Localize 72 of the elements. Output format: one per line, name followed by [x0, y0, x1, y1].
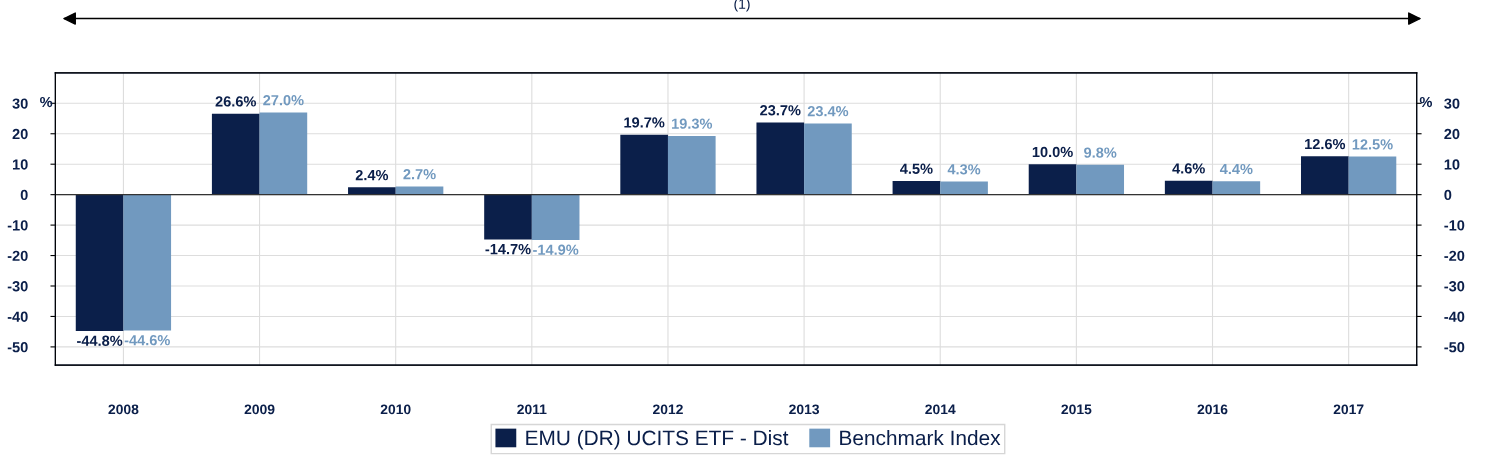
data-label: 9.8%: [1084, 147, 1117, 158]
data-label: 10.0%: [1032, 146, 1073, 158]
bar: [1164, 180, 1213, 195]
bar: [1212, 181, 1261, 195]
y-tick-label: -50: [7, 342, 28, 353]
y2-tick-label: 0: [1444, 189, 1452, 201]
y2-tick-label: -10: [1444, 220, 1465, 231]
y-tick-label: 30: [12, 98, 28, 109]
data-label: -44.6%: [124, 335, 170, 346]
y2-tick-label: 20: [1444, 128, 1460, 140]
bar: [892, 180, 941, 195]
x-tick-label: 2011: [517, 404, 547, 415]
y-axis-title: %: [40, 96, 53, 108]
y-tick-label: 10: [12, 159, 28, 170]
x-tick-label: 2013: [789, 404, 820, 415]
bar: [348, 187, 396, 195]
bar: [211, 113, 260, 195]
bar: [395, 186, 444, 195]
x-tick-label: 2016: [1197, 404, 1228, 415]
data-label: 4.5%: [900, 163, 933, 174]
y-tick-label: -20: [7, 250, 28, 261]
data-label: 2.4%: [355, 169, 389, 181]
data-label: 12.5%: [1352, 139, 1393, 150]
x-tick-label: 2015: [1061, 404, 1092, 415]
y2-axis-title: %: [1419, 96, 1433, 108]
data-label: 4.3%: [947, 164, 981, 175]
y-tick-label: 0: [20, 189, 28, 201]
bar: [531, 194, 580, 241]
bar: [667, 135, 716, 195]
data-label: -14.7%: [485, 244, 531, 255]
bar: [1076, 164, 1125, 195]
y2-tick-label: -50: [1444, 342, 1465, 353]
x-tick-label: 2012: [653, 404, 683, 415]
x-tick-label: 2010: [380, 404, 411, 415]
x-tick-label: 2017: [1333, 404, 1364, 415]
data-label: 19.3%: [672, 118, 713, 129]
y-tick-label: -40: [7, 311, 28, 322]
bar: [1348, 156, 1397, 195]
y-tick-label: -10: [7, 220, 28, 231]
y-tick-label: -30: [7, 281, 28, 292]
bar: [940, 181, 988, 195]
bar: [484, 194, 532, 240]
data-label: 19.7%: [624, 117, 665, 128]
x-tick-label: 2008: [108, 404, 139, 415]
legend-label: Benchmark Index: [840, 430, 1001, 446]
data-label: 4.4%: [1219, 163, 1253, 175]
data-label: 2.7%: [403, 169, 436, 180]
y2-tick-label: -20: [1444, 250, 1465, 261]
y2-tick-label: -30: [1444, 281, 1465, 292]
data-label: 26.6%: [215, 96, 257, 107]
data-label: 12.6%: [1305, 138, 1346, 150]
y2-tick-label: 10: [1444, 159, 1460, 170]
data-label: 27.0%: [263, 95, 304, 106]
legend-label: EMU (DR) UCITS ETF - Dist: [526, 430, 789, 450]
y2-tick-label: 30: [1444, 98, 1460, 109]
bar: [123, 194, 172, 331]
y2-tick-label: -40: [1444, 311, 1465, 322]
data-label: -14.9%: [533, 244, 579, 255]
y-tick-label: 20: [12, 128, 28, 140]
data-label: 4.6%: [1172, 163, 1205, 174]
bar: [1301, 156, 1349, 195]
data-label: -44.8%: [77, 335, 123, 346]
bar: [75, 194, 124, 332]
bar: [259, 112, 308, 195]
data-label: 23.7%: [760, 105, 801, 116]
bar: [1028, 164, 1077, 195]
bar: [756, 122, 805, 195]
x-tick-label: 2014: [925, 404, 956, 415]
x-tick-label: 2009: [244, 404, 275, 415]
bar: [804, 123, 852, 195]
bar: [620, 134, 668, 195]
data-label: 23.4%: [807, 106, 849, 117]
